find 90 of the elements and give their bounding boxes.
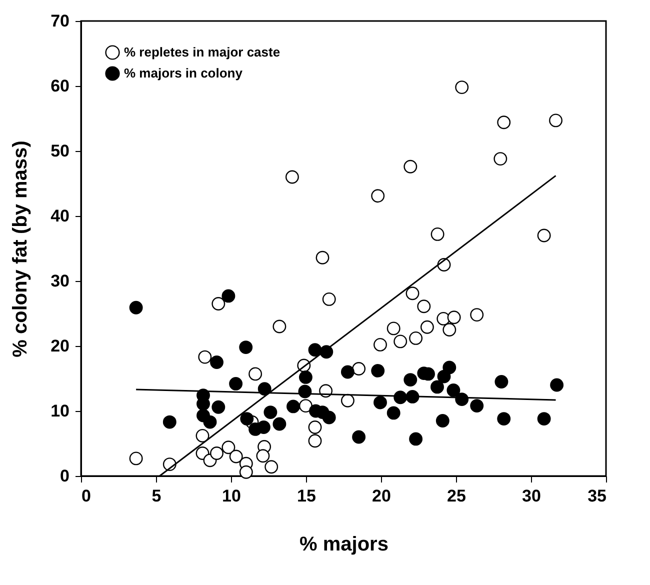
point: [409, 432, 423, 446]
point: [222, 289, 236, 303]
point: [308, 434, 322, 448]
y-tick-label: 40: [50, 206, 70, 226]
point: [210, 356, 224, 369]
point: [374, 338, 387, 352]
point: [352, 362, 366, 376]
point: [248, 367, 262, 381]
point: [286, 400, 300, 414]
point: [386, 322, 400, 336]
point: [222, 440, 236, 454]
point: [404, 160, 418, 174]
point: [430, 227, 444, 241]
point: [430, 380, 444, 394]
point: [198, 350, 212, 364]
point: [447, 310, 461, 324]
point: [550, 378, 564, 392]
x-axis-title: % majors: [300, 534, 388, 556]
point: [308, 420, 322, 434]
x-tick-label: 20: [372, 486, 391, 506]
legend-label: % majors in colony: [124, 66, 244, 80]
point: [549, 114, 562, 128]
point: [406, 286, 420, 300]
point: [537, 228, 551, 242]
point: [340, 365, 354, 379]
point: [374, 396, 387, 410]
x-tick-label: 30: [522, 486, 541, 506]
point: [239, 465, 253, 479]
point: [129, 300, 143, 314]
x-tick-label: 0: [82, 486, 91, 506]
point: [210, 446, 224, 460]
point: [340, 394, 354, 408]
point: [455, 80, 469, 94]
point: [285, 170, 299, 184]
point: [162, 415, 176, 429]
y-tick-label: 50: [50, 142, 70, 160]
point: [298, 399, 312, 413]
point: [322, 410, 336, 424]
point: [409, 331, 423, 345]
point: [240, 412, 254, 426]
point: [446, 383, 460, 397]
point: [386, 406, 400, 420]
point: [352, 430, 366, 444]
point: [371, 364, 385, 378]
point: [497, 116, 511, 130]
point: [308, 343, 322, 357]
point: [470, 399, 484, 413]
x-tick-label: 5: [152, 486, 162, 506]
point: [298, 370, 312, 384]
legend-label: % repletes in major caste: [124, 44, 280, 60]
x-tick-label: 35: [588, 486, 606, 506]
point: [229, 450, 243, 464]
y-tick-label: 20: [50, 336, 70, 356]
y-tick-label: 70: [50, 12, 70, 30]
point: [497, 412, 511, 426]
point: [196, 428, 210, 442]
point: [470, 308, 484, 322]
point: [494, 375, 508, 388]
x-tick-label: 10: [222, 486, 241, 506]
point: [239, 340, 253, 354]
point: [442, 323, 456, 336]
point: [371, 189, 385, 203]
point: [272, 320, 286, 334]
y-tick-label: 30: [50, 272, 70, 290]
point: [417, 300, 431, 314]
point: [404, 373, 418, 387]
point: [229, 376, 243, 390]
y-tick-label: 60: [50, 76, 70, 96]
point: [394, 334, 408, 348]
point: [129, 452, 143, 466]
point: [322, 292, 336, 306]
point: [436, 414, 450, 428]
point: [264, 406, 278, 420]
point: [256, 420, 270, 434]
point: [264, 460, 278, 474]
point: [203, 415, 217, 429]
point: [494, 152, 508, 166]
y-axis-title: % colony fat (by mass): [10, 140, 32, 358]
x-tick-label: 25: [447, 486, 466, 506]
point: [537, 412, 551, 426]
point: [420, 320, 434, 334]
y-tick-label: 10: [50, 402, 70, 420]
point: [212, 297, 226, 310]
point: [442, 360, 456, 374]
point: [212, 400, 226, 414]
point: [316, 250, 330, 264]
y-tick-label: 0: [60, 466, 70, 486]
point: [272, 417, 286, 431]
point: [256, 449, 270, 463]
x-tick-label: 15: [297, 486, 316, 506]
